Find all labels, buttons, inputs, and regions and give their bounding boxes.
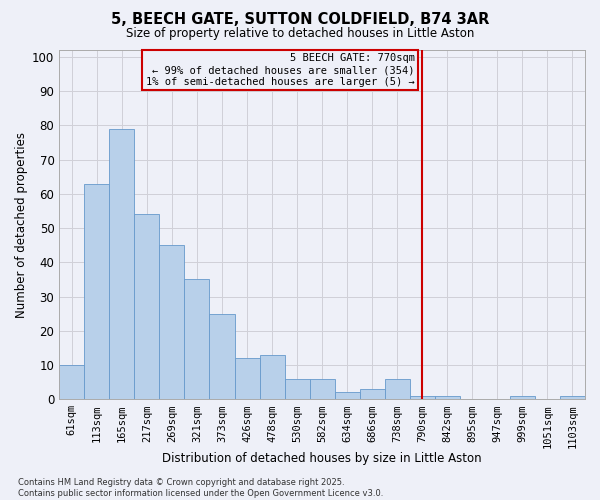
Bar: [134, 214, 160, 399]
Text: Size of property relative to detached houses in Little Aston: Size of property relative to detached ho…: [126, 28, 474, 40]
Text: 5, BEECH GATE, SUTTON COLDFIELD, B74 3AR: 5, BEECH GATE, SUTTON COLDFIELD, B74 3AR: [111, 12, 489, 28]
Bar: [59, 365, 85, 399]
Bar: [560, 396, 585, 399]
Bar: [235, 358, 260, 399]
Bar: [385, 378, 410, 399]
Bar: [410, 396, 435, 399]
Bar: [310, 378, 335, 399]
Bar: [359, 389, 385, 399]
Text: Contains HM Land Registry data © Crown copyright and database right 2025.
Contai: Contains HM Land Registry data © Crown c…: [18, 478, 383, 498]
Bar: [284, 378, 310, 399]
Bar: [85, 184, 109, 399]
Bar: [335, 392, 359, 399]
Bar: [510, 396, 535, 399]
Bar: [160, 245, 184, 399]
Bar: [184, 280, 209, 399]
X-axis label: Distribution of detached houses by size in Little Aston: Distribution of detached houses by size …: [163, 452, 482, 465]
Bar: [209, 314, 235, 399]
Y-axis label: Number of detached properties: Number of detached properties: [15, 132, 28, 318]
Text: 5 BEECH GATE: 770sqm
← 99% of detached houses are smaller (354)
1% of semi-detac: 5 BEECH GATE: 770sqm ← 99% of detached h…: [146, 54, 415, 86]
Bar: [260, 354, 284, 399]
Bar: [109, 128, 134, 399]
Bar: [435, 396, 460, 399]
